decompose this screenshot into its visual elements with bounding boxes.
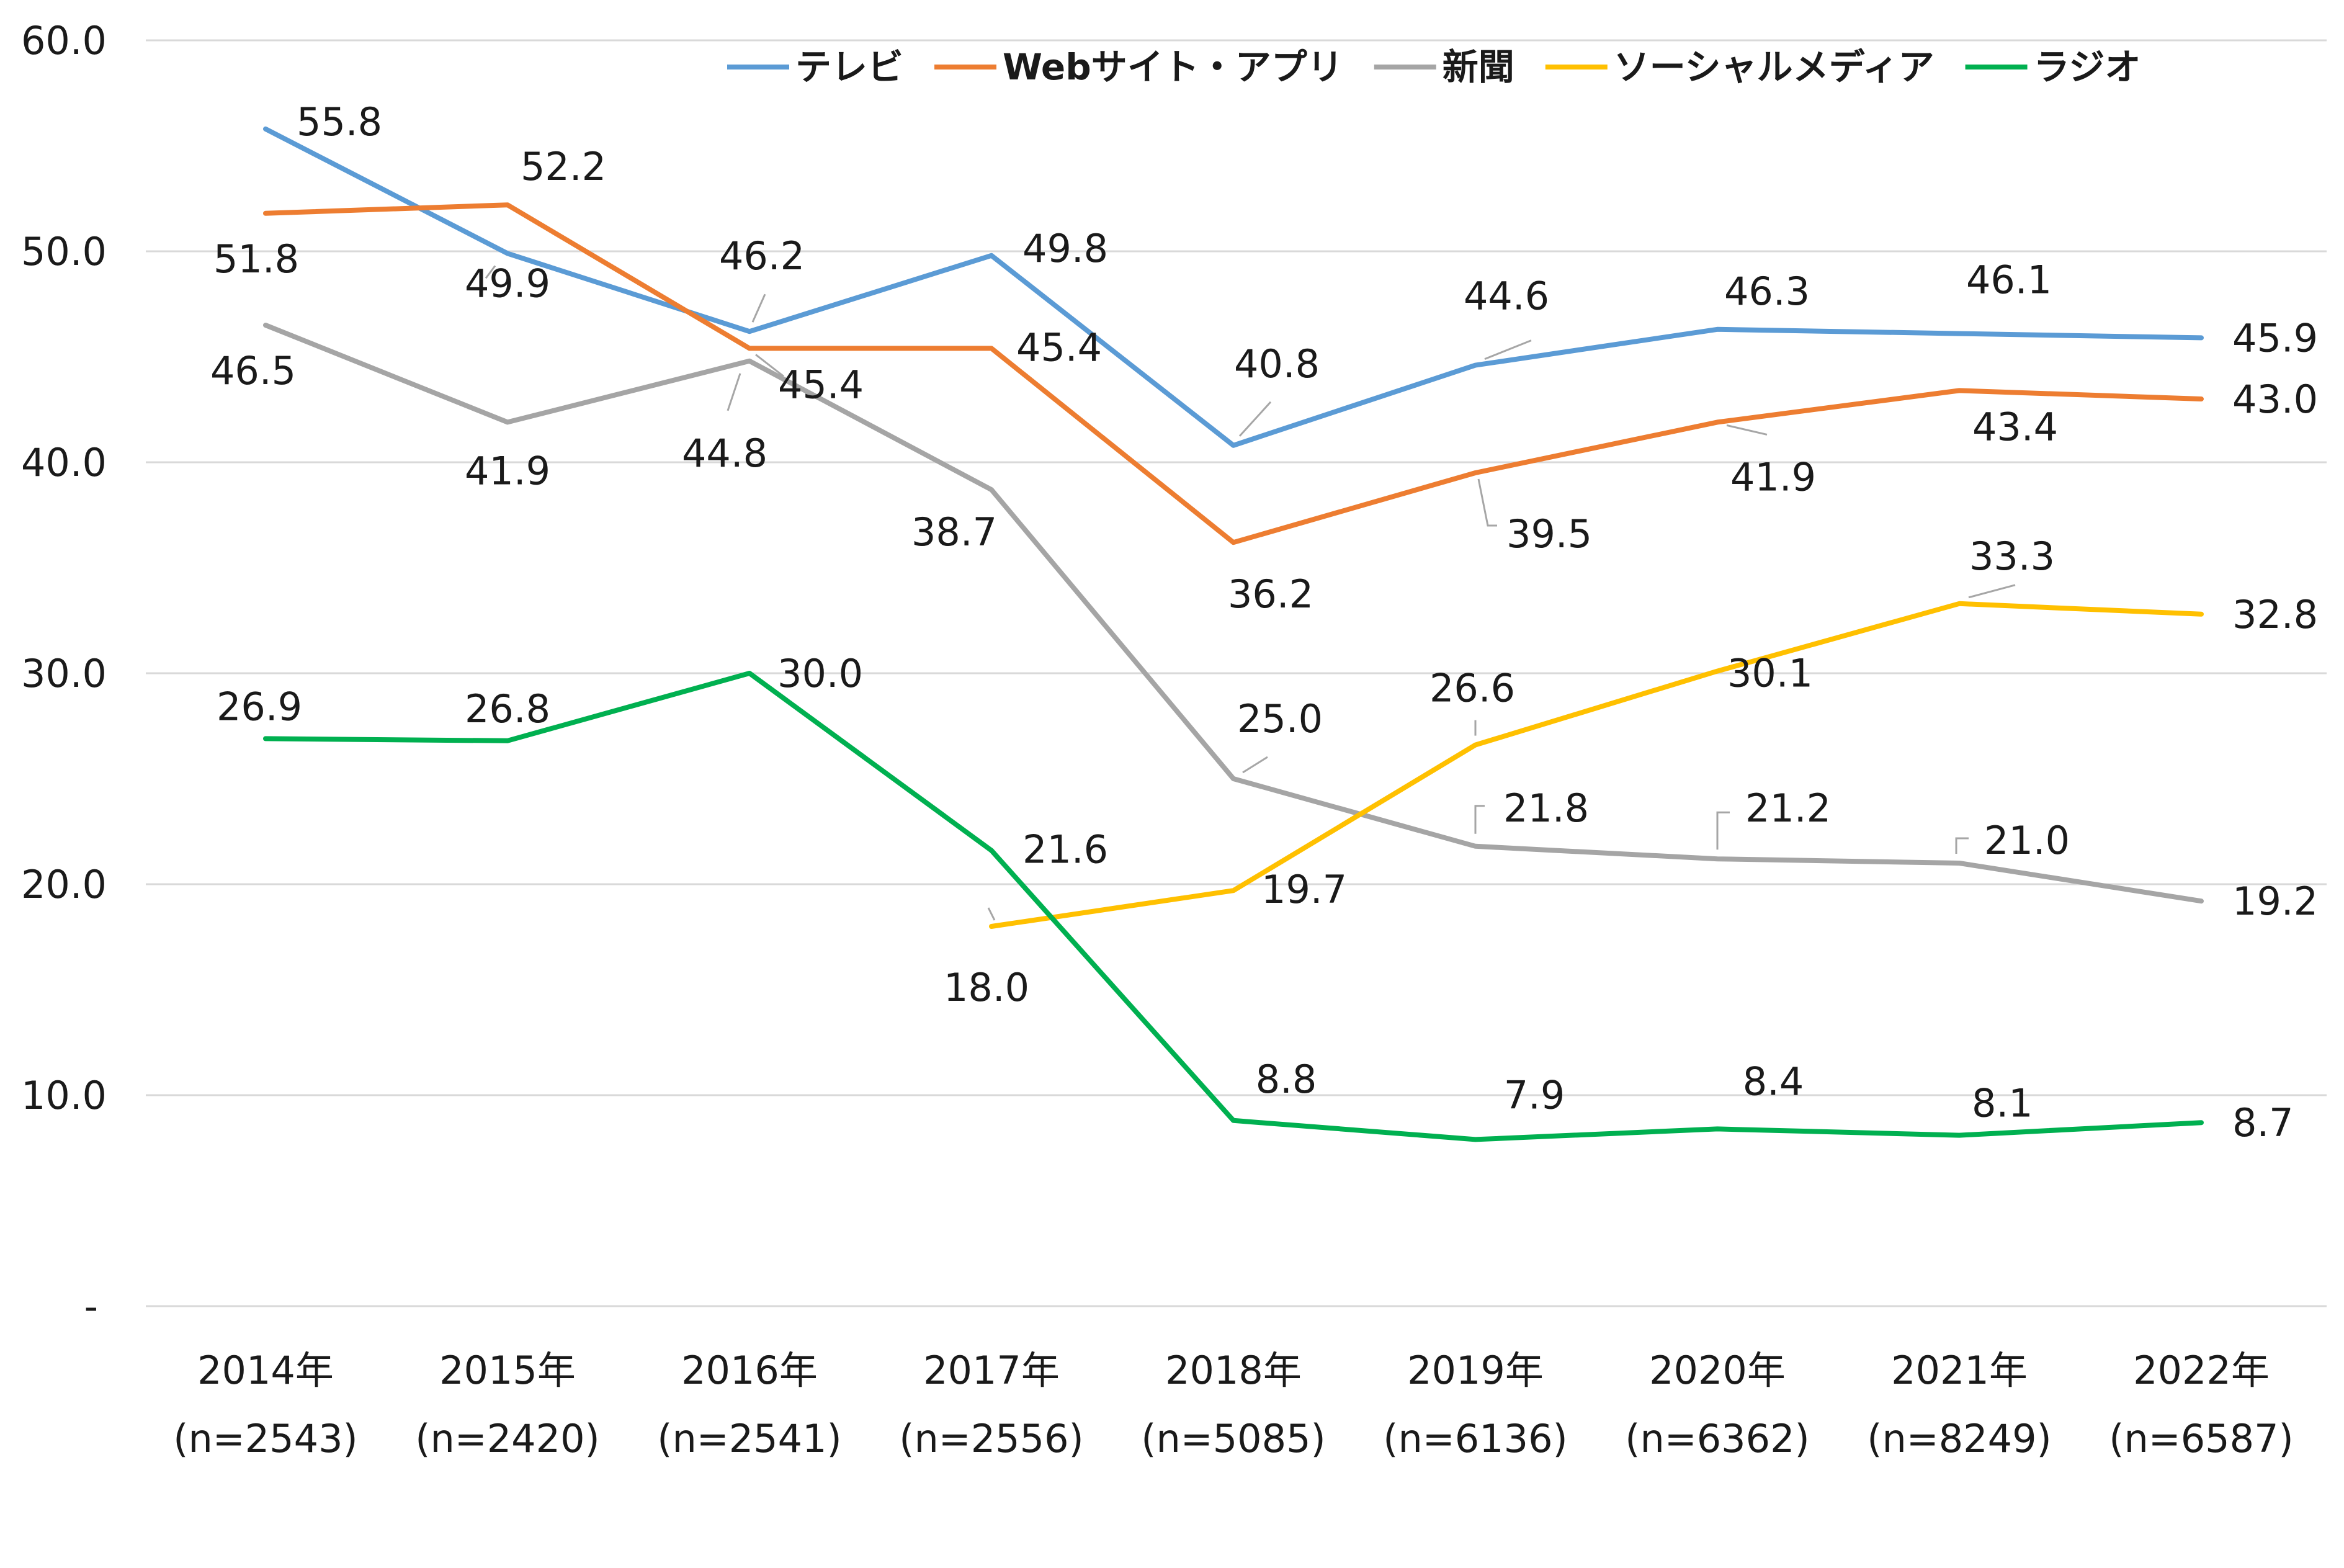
y-tick-label: 10.0 (21, 1073, 107, 1118)
x-tick-label-n: (n=6587) (2109, 1416, 2293, 1461)
leader-line (1474, 805, 1485, 834)
data-label-social-media: 26.6 (1429, 666, 1515, 711)
data-label-tv: 49.9 (465, 261, 550, 306)
legend-label-social-media: ソーシャルメディア (1614, 46, 1935, 88)
data-label-tv: 46.2 (719, 233, 805, 279)
leader-line (755, 354, 784, 377)
leader-line (1238, 401, 1272, 437)
x-tick-label-year: 2021年 (1891, 1348, 2028, 1393)
data-label-newspaper: 38.7 (911, 509, 997, 555)
leader-line (1484, 339, 1532, 360)
legend-label-radio: ラジオ (2034, 46, 2141, 88)
data-label-radio: 8.4 (1743, 1059, 1804, 1104)
series-line-newspaper (263, 323, 2204, 904)
leader-line (727, 373, 741, 411)
x-tick-label-year: 2016年 (681, 1348, 818, 1393)
series-line-tv (263, 126, 2204, 448)
data-label-web-app: 52.2 (521, 144, 606, 189)
data-label-radio: 8.1 (1972, 1081, 2033, 1126)
data-label-web-app: 43.0 (2232, 377, 2318, 422)
data-label-social-media: 19.7 (1261, 867, 1347, 912)
legend-label-tv: テレビ (795, 46, 903, 88)
data-label-web-app: 45.4 (778, 362, 864, 407)
data-label-web-app: 41.9 (1730, 454, 1816, 500)
x-tick-label-n: (n=8249) (1867, 1416, 2051, 1461)
leader-line (1477, 478, 1497, 527)
data-label-web-app: 45.4 (1016, 325, 1102, 370)
data-label-tv: 44.6 (1464, 274, 1549, 319)
data-label-tv: 55.8 (297, 99, 382, 145)
x-tick-label-year: 2020年 (1649, 1348, 1786, 1393)
data-label-radio: 8.7 (2232, 1100, 2294, 1145)
y-tick-label: 60.0 (21, 18, 107, 63)
legend-label-newspaper: 新聞 (1443, 46, 1514, 88)
series-lines (263, 126, 2204, 1142)
x-tick-label-year: 2015年 (439, 1348, 576, 1393)
leader-line (485, 265, 496, 279)
y-tick-label: 40.0 (21, 440, 107, 485)
x-tick-label-n: (n=6362) (1625, 1416, 1809, 1461)
data-label-radio: 8.8 (1256, 1057, 1317, 1102)
data-label-newspaper: 25.0 (1237, 696, 1323, 741)
x-tick-label-n: (n=2543) (173, 1416, 357, 1461)
data-label-web-app: 43.4 (1972, 404, 2058, 449)
x-tick-label-n: (n=2541) (657, 1416, 841, 1461)
data-label-radio: 26.8 (465, 686, 550, 732)
x-tick-label-year: 2014年 (197, 1348, 334, 1393)
data-label-tv: 45.9 (2232, 315, 2318, 361)
x-tick-label-year: 2022年 (2133, 1348, 2270, 1393)
axes: - 10.0 20.0 30.0 40.0 50.0 60.0 2014年 (n=2543) 20… (21, 18, 2294, 1461)
legend: テレビ Webサイト・アプリ 新聞 ソーシャルメディア ラジオ (727, 46, 2140, 88)
leader-line (987, 907, 996, 921)
leader-line (1968, 584, 2016, 599)
data-label-tv: 49.8 (1022, 226, 1108, 271)
leader-line (1955, 837, 1969, 854)
data-label-radio: 21.6 (1022, 827, 1108, 872)
data-label-newspaper: 46.5 (210, 348, 296, 393)
series-line-social-media (989, 601, 2204, 929)
leader-line (751, 293, 766, 323)
data-label-web-app: 39.5 (1506, 511, 1592, 557)
y-tick-label: 30.0 (21, 651, 107, 696)
leader-line (1242, 756, 1268, 774)
data-label-social-media: 18.0 (944, 965, 1029, 1010)
series-line-web-app (263, 202, 2204, 545)
leader-line (1726, 424, 1768, 436)
data-label-radio: 30.0 (777, 651, 863, 696)
data-label-radio: 26.9 (217, 684, 302, 729)
gridlines (146, 39, 2327, 1307)
data-label-web-app: 51.8 (213, 236, 299, 282)
data-label-newspaper: 21.8 (1503, 786, 1589, 831)
data-label-newspaper: 44.8 (682, 431, 767, 476)
x-tick-label-n: (n=2556) (899, 1416, 1083, 1461)
data-label-radio: 7.9 (1504, 1072, 1565, 1118)
x-tick-label-year: 2017年 (923, 1348, 1060, 1393)
data-label-tv: 46.1 (1966, 258, 2052, 303)
data-label-newspaper: 41.9 (465, 448, 550, 493)
data-label-newspaper: 21.2 (1745, 786, 1831, 831)
data-label-social-media: 30.1 (1727, 651, 1813, 696)
x-tick-label-n: (n=6136) (1383, 1416, 1567, 1461)
data-label-social-media: 33.3 (1969, 534, 2055, 579)
data-label-tv: 40.8 (1234, 341, 1320, 387)
legend-label-web-app: Webサイト・アプリ (1003, 46, 1343, 88)
x-tick-label-n: (n=2420) (415, 1416, 599, 1461)
data-labels: 55.8 49.9 46.2 49.8 40.8 44.6 46.3 46.1 45.9 51.8… (210, 99, 2318, 1145)
y-tick-label: 20.0 (21, 862, 107, 907)
x-tick-label-n: (n=5085) (1141, 1416, 1325, 1461)
data-label-social-media: 32.8 (2232, 592, 2318, 637)
data-label-tv: 46.3 (1724, 269, 1810, 314)
data-label-newspaper: 19.2 (2232, 879, 2318, 924)
x-tick-label-year: 2019年 (1407, 1348, 1544, 1393)
leader-line (1716, 811, 1730, 850)
series-line-radio (263, 671, 2204, 1142)
x-tick-label-year: 2018年 (1165, 1348, 1302, 1393)
data-label-web-app: 36.2 (1228, 571, 1313, 617)
y-tick-label: 50.0 (21, 229, 107, 274)
data-label-newspaper: 21.0 (1984, 818, 2070, 863)
leader-lines (485, 265, 2016, 921)
y-tick-label: - (84, 1284, 98, 1329)
